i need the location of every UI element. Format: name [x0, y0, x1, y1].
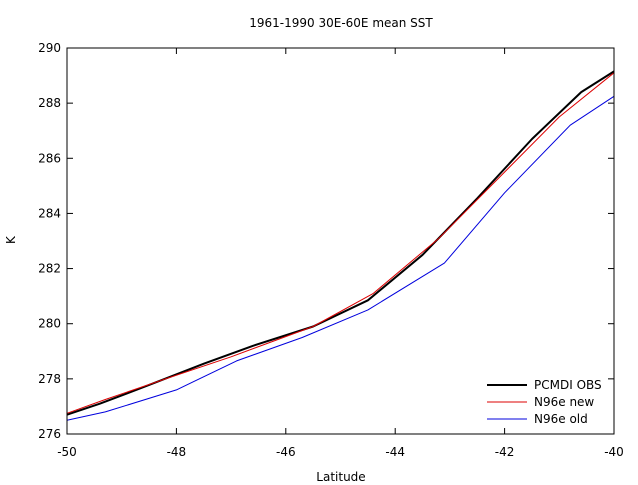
x-tick-label: -46	[276, 445, 296, 459]
x-tick-label: -40	[604, 445, 624, 459]
legend-label: PCMDI OBS	[534, 378, 602, 392]
chart-title: 1961-1990 30E-60E mean SST	[249, 16, 433, 30]
x-tick-label: -50	[57, 445, 77, 459]
y-tick-label: 286	[38, 151, 61, 165]
y-tick-label: 282	[38, 262, 61, 276]
plot-frame	[66, 47, 615, 435]
y-tick-label: 278	[38, 372, 61, 386]
series-line-2	[66, 72, 615, 414]
y-tick-label: 280	[38, 317, 61, 331]
y-tick-label: 290	[38, 41, 61, 55]
y-tick-label: 288	[38, 96, 61, 110]
series-line-3	[66, 95, 615, 421]
x-axis-label: Latitude	[316, 470, 365, 484]
legend-label: N96e old	[534, 412, 588, 426]
plot-area: -50 -48 -46 -44 -42 -40 276 278 280 282 284 286 288 2…	[38, 41, 624, 459]
y-tick-label: 284	[38, 206, 61, 220]
x-tick-label: -44	[385, 445, 405, 459]
y-axis-label: K	[4, 235, 18, 244]
legend-label: N96e new	[534, 395, 594, 409]
series-line-1	[66, 70, 615, 416]
y-tick-label: 276	[38, 427, 61, 441]
x-tick-label: -48	[167, 445, 187, 459]
x-tick-label: -42	[495, 445, 515, 459]
